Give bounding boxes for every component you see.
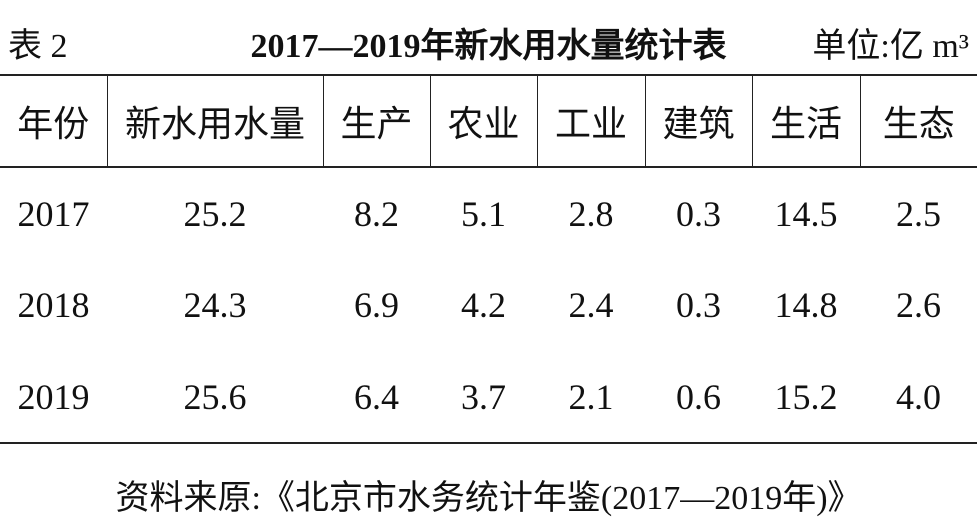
table-label: 表 2 — [8, 28, 68, 65]
table-cell: 2.8 — [568, 193, 614, 234]
table-cell: 8.2 — [354, 193, 399, 234]
table-cell: 0.6 — [676, 376, 721, 417]
column-header: 工业 — [536, 75, 645, 167]
source-note: 资料来原:《北京市水务统计年鉴(2017—2019年)》 — [115, 480, 862, 517]
table-cell: 2.1 — [568, 376, 614, 417]
table-cell: 4.2 — [461, 285, 506, 325]
row-year: 2019 — [17, 376, 90, 417]
column-header: 年份 — [17, 104, 90, 144]
column-header: 建筑 — [644, 75, 752, 167]
table-cell: 5.1 — [461, 193, 506, 234]
table-cell: 14.5 — [774, 193, 838, 234]
column-header: 生活 — [751, 75, 860, 167]
unit-note: 单位:亿 m³ — [812, 28, 969, 65]
table-row: 2018 24.3 6.9 4.2 2.4 0.3 14.8 2.6 — [0, 259, 977, 351]
table-cell: 25.2 — [183, 193, 247, 234]
table-cell: 15.2 — [774, 376, 838, 417]
column-header: 生产 — [322, 75, 430, 167]
table-cell: 4.0 — [896, 376, 941, 417]
table-cell: 14.8 — [774, 285, 838, 325]
column-header: 新水用水量 — [106, 75, 323, 167]
table-row: 2017 25.2 8.2 5.1 2.8 0.3 14.5 2.5 — [0, 167, 977, 259]
header-row: 年份 新水用水量 生产 农业 工业 建筑 生活 生态 — [0, 75, 977, 167]
table-cell: 6.4 — [354, 376, 399, 417]
row-year: 2018 — [17, 285, 90, 325]
table-cell: 2.6 — [896, 285, 941, 325]
table-body: 2017 25.2 8.2 5.1 2.8 0.3 14.5 2.5 2018 24.3 6.9 4.… — [0, 167, 977, 443]
table-cell: 0.3 — [676, 285, 721, 325]
table-cell: 3.7 — [461, 376, 506, 417]
table-cell: 6.9 — [354, 285, 399, 325]
data-table: 年份 新水用水量 生产 农业 工业 建筑 生活 生态 2017 25.2 8.2 5.1 2.8 0.3… — [0, 74, 977, 444]
column-header: 农业 — [429, 75, 537, 167]
row-year: 2017 — [17, 193, 90, 234]
table-cell: 0.3 — [676, 193, 721, 234]
column-header: 生态 — [859, 75, 977, 167]
table-cell: 2.4 — [568, 285, 614, 325]
table-title: 2017—2019年新水用水量统计表 — [250, 28, 727, 65]
table-cell: 24.3 — [183, 285, 247, 325]
table-row: 2019 25.6 6.4 3.7 2.1 0.6 15.2 4.0 — [0, 351, 977, 443]
table-cell: 2.5 — [896, 193, 941, 234]
table-cell: 25.6 — [183, 376, 247, 417]
table-head: 年份 新水用水量 生产 农业 工业 建筑 生活 生态 — [0, 75, 977, 167]
